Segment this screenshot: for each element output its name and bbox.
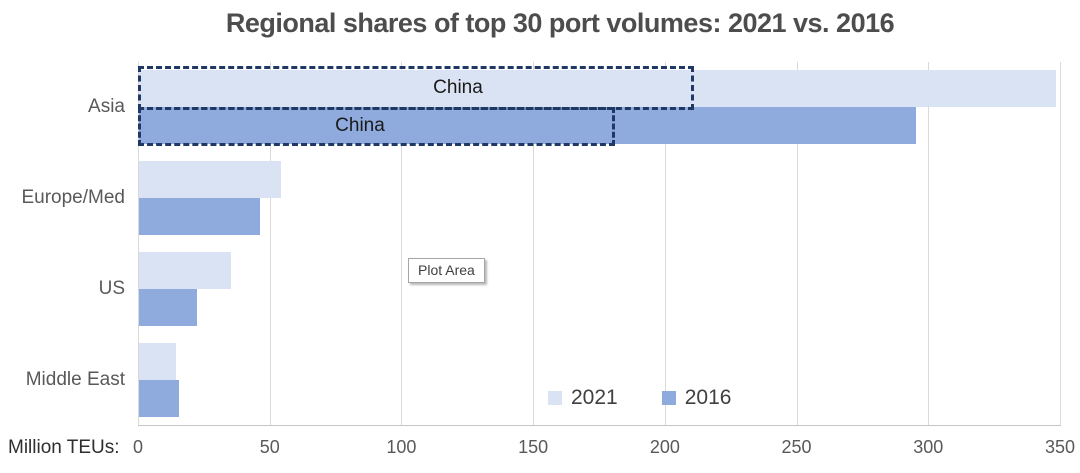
gridline-200 xyxy=(664,62,666,425)
tick-label-100: 100 xyxy=(386,437,417,457)
annotation-box-china-2021[interactable] xyxy=(138,66,695,110)
axis-unit-label: Million TEUs: xyxy=(8,437,120,458)
annotation-box-china-2016[interactable] xyxy=(138,107,616,146)
x-axis-line xyxy=(138,425,1061,426)
bar-europe-med-2021[interactable] xyxy=(139,161,282,199)
bar-us-2016[interactable] xyxy=(139,288,197,326)
gridline-150 xyxy=(533,62,535,425)
bar-europe-med-2016[interactable] xyxy=(139,198,261,236)
plot-area[interactable] xyxy=(138,62,1061,425)
bar-us-2021[interactable] xyxy=(139,251,232,289)
bar-middle-east-2016[interactable] xyxy=(139,379,179,417)
legend: 2021 2016 xyxy=(548,386,731,410)
category-label-us: US xyxy=(98,277,125,299)
tick-label-0: 0 xyxy=(132,437,144,457)
category-label-asia: Asia xyxy=(88,96,125,118)
gridline-250 xyxy=(796,62,798,425)
bar-asia-2016[interactable] xyxy=(139,107,917,145)
gridline-300 xyxy=(928,62,930,425)
annotation-label-china-2021: China xyxy=(433,77,483,98)
legend-label-2016: 2016 xyxy=(684,386,732,409)
tick-label-150: 150 xyxy=(518,437,549,457)
category-label-middle-east: Middle East xyxy=(25,368,125,390)
legend-item-2021[interactable]: 2021 xyxy=(548,386,618,410)
category-label-europe-med: Europe/Med xyxy=(21,187,125,209)
legend-swatch-2016 xyxy=(661,391,676,405)
bar-middle-east-2021[interactable] xyxy=(139,342,176,380)
gridline-350 xyxy=(1060,62,1061,425)
plot-area-tooltip: Plot Area xyxy=(408,258,485,283)
legend-swatch-2021 xyxy=(548,391,562,405)
tick-label-200: 200 xyxy=(649,437,680,457)
tick-label-50: 50 xyxy=(259,437,280,457)
gridline-100 xyxy=(401,62,403,425)
tick-label-300: 300 xyxy=(913,437,944,457)
gridline-0 xyxy=(138,62,139,425)
chart-title[interactable]: Regional shares of top 30 port volumes: … xyxy=(225,8,895,38)
legend-label-2021: 2021 xyxy=(571,386,618,409)
gridline-50 xyxy=(269,62,271,425)
annotation-label-china-2016: China xyxy=(335,115,385,136)
tick-label-250: 250 xyxy=(781,437,812,457)
tick-label-350: 350 xyxy=(1044,437,1076,457)
legend-item-2016[interactable]: 2016 xyxy=(661,386,732,410)
bar-asia-2021[interactable] xyxy=(139,70,1056,108)
